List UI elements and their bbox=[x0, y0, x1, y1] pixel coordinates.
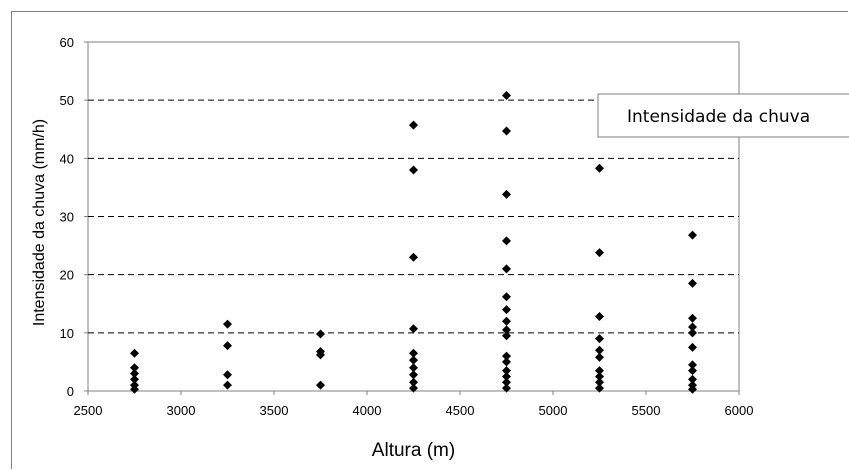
data-point bbox=[130, 369, 139, 379]
x-tick-label: 4000 bbox=[353, 403, 382, 418]
y-tick-label: 40 bbox=[60, 151, 74, 166]
data-point bbox=[409, 363, 418, 373]
data-point bbox=[502, 236, 511, 246]
data-point bbox=[502, 325, 511, 335]
data-point bbox=[502, 189, 511, 199]
data-point bbox=[688, 384, 697, 394]
data-point bbox=[223, 319, 232, 329]
data-point bbox=[502, 305, 511, 315]
x-axis-title: Altura (m) bbox=[372, 440, 455, 461]
data-point bbox=[409, 377, 418, 387]
y-tick-label: 0 bbox=[67, 384, 74, 399]
chart-frame bbox=[11, 11, 848, 469]
x-tick-label: 6000 bbox=[725, 403, 754, 418]
data-point bbox=[409, 324, 418, 334]
data-point bbox=[223, 380, 232, 390]
data-point bbox=[316, 329, 325, 339]
data-point bbox=[223, 341, 232, 351]
data-point bbox=[595, 352, 604, 362]
data-point bbox=[595, 334, 604, 344]
data-point bbox=[409, 120, 418, 130]
x-tick-label: 3500 bbox=[260, 403, 289, 418]
data-point bbox=[688, 313, 697, 323]
data-point bbox=[688, 360, 697, 370]
data-point bbox=[502, 316, 511, 326]
data-point bbox=[130, 363, 139, 373]
y-axis-title: Intensidade da chuva (mm/h) bbox=[31, 119, 48, 326]
x-tick-label: 5500 bbox=[632, 403, 661, 418]
data-point bbox=[502, 357, 511, 367]
data-point bbox=[502, 366, 511, 376]
data-point bbox=[502, 351, 511, 361]
x-tick-label: 3000 bbox=[167, 403, 196, 418]
data-point bbox=[688, 374, 697, 384]
data-point bbox=[595, 366, 604, 376]
y-axis-ticks: 0 10 20 30 40 50 60 bbox=[60, 35, 88, 399]
y-tick-label: 30 bbox=[60, 210, 74, 225]
data-point bbox=[595, 345, 604, 355]
data-point bbox=[316, 380, 325, 390]
legend-box bbox=[597, 93, 849, 138]
data-point bbox=[595, 163, 604, 173]
data-point bbox=[130, 374, 139, 384]
data-point bbox=[688, 366, 697, 376]
x-axis-ticks: 2500 3000 3500 4000 4500 5000 5500 6000 bbox=[74, 391, 754, 418]
data-point bbox=[409, 252, 418, 262]
data-point bbox=[409, 383, 418, 393]
y-tick-label: 50 bbox=[60, 93, 74, 108]
data-point bbox=[409, 165, 418, 175]
data-point bbox=[688, 328, 697, 338]
data-point bbox=[223, 370, 232, 380]
data-point bbox=[316, 350, 325, 360]
data-point bbox=[409, 355, 418, 365]
data-point bbox=[130, 348, 139, 358]
data-point bbox=[502, 126, 511, 136]
data-point bbox=[502, 331, 511, 341]
data-point bbox=[688, 230, 697, 240]
data-point bbox=[130, 384, 139, 394]
data-point bbox=[595, 312, 604, 322]
y-tick-label: 20 bbox=[60, 268, 74, 283]
data-point bbox=[595, 377, 604, 387]
y-tick-label: 10 bbox=[60, 326, 74, 341]
legend-label: Intensidade da chuva bbox=[627, 107, 810, 127]
x-tick-label: 5000 bbox=[539, 403, 568, 418]
data-point bbox=[409, 348, 418, 358]
data-point bbox=[502, 91, 511, 101]
data-point bbox=[409, 370, 418, 380]
data-point bbox=[502, 264, 511, 274]
data-point bbox=[502, 292, 511, 302]
data-point bbox=[688, 322, 697, 332]
data-point bbox=[688, 342, 697, 352]
data-point bbox=[595, 248, 604, 258]
legend: Intensidade da chuva bbox=[597, 93, 849, 138]
data-point bbox=[688, 278, 697, 288]
data-point bbox=[502, 371, 511, 381]
x-tick-label: 2500 bbox=[74, 403, 103, 418]
data-point bbox=[595, 371, 604, 381]
data-point bbox=[595, 383, 604, 393]
x-tick-label: 4500 bbox=[446, 403, 475, 418]
data-point bbox=[502, 377, 511, 387]
y-tick-label: 60 bbox=[60, 35, 74, 50]
data-points bbox=[130, 91, 697, 394]
data-point bbox=[502, 383, 511, 393]
